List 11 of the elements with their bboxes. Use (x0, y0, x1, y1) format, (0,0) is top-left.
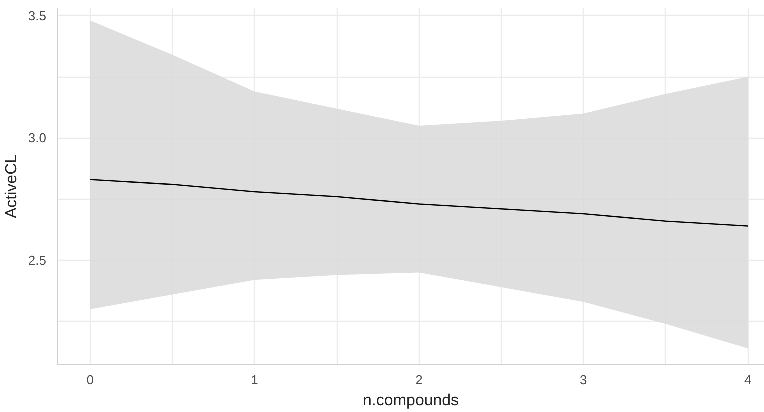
y-axis-title: ActiveCL (3, 154, 20, 219)
x-tick-label: 4 (744, 372, 752, 388)
y-tick-label: 2.5 (28, 253, 47, 268)
y-tick-label: 3.5 (28, 8, 47, 24)
y-tick-label: 3.0 (28, 130, 47, 146)
x-axis-title: n.compounds (362, 392, 460, 410)
x-tick-label: 0 (86, 372, 94, 388)
x-tick-label: 1 (251, 372, 258, 388)
x-tick-label: 2 (416, 372, 423, 388)
line-series (90, 179, 749, 227)
x-tick-label: 3 (580, 372, 588, 388)
